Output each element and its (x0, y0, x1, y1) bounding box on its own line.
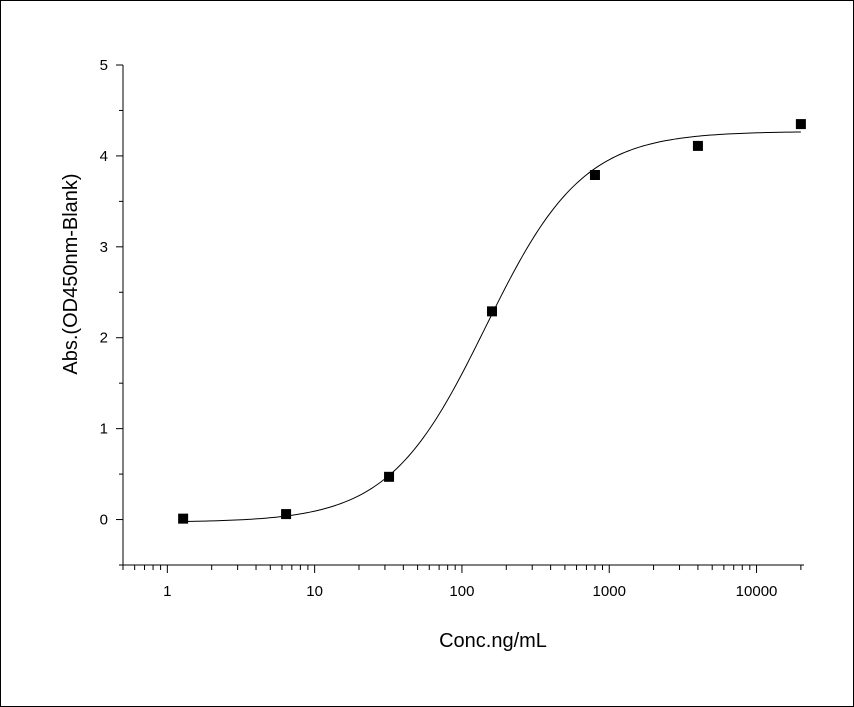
x-tick-label: 10 (306, 583, 323, 600)
y-tick-label: 5 (100, 57, 108, 74)
data-point (384, 471, 395, 482)
x-tick-label: 1000 (593, 583, 626, 600)
y-ticks (116, 64, 123, 566)
x-tick-label: 1 (163, 583, 171, 600)
data-point (692, 140, 703, 151)
y-tick-label: 0 (100, 512, 108, 529)
y-tick-label: 3 (100, 239, 108, 256)
data-point (589, 170, 600, 180)
data-point (487, 306, 498, 317)
x-ticks (122, 565, 802, 573)
data-point (281, 509, 292, 520)
y-tick-label: 2 (100, 330, 108, 347)
x-tick-labels: 1 10 100 1000 10000 (163, 583, 777, 600)
data-point (795, 119, 806, 130)
axes (122, 65, 804, 566)
y-tick-labels: 0 1 2 3 4 5 (100, 57, 108, 529)
fit-curve (183, 131, 801, 523)
data-points (178, 119, 806, 524)
data-point (178, 513, 189, 524)
y-tick-label: 4 (100, 148, 108, 165)
x-axis-title: Conc.ng/mL (439, 630, 547, 652)
x-tick-label: 10000 (736, 583, 778, 600)
x-tick-label: 100 (449, 583, 474, 600)
y-axis-title: Abs.(OD450nm-Blank) (60, 173, 82, 374)
y-tick-label: 1 (100, 421, 108, 438)
